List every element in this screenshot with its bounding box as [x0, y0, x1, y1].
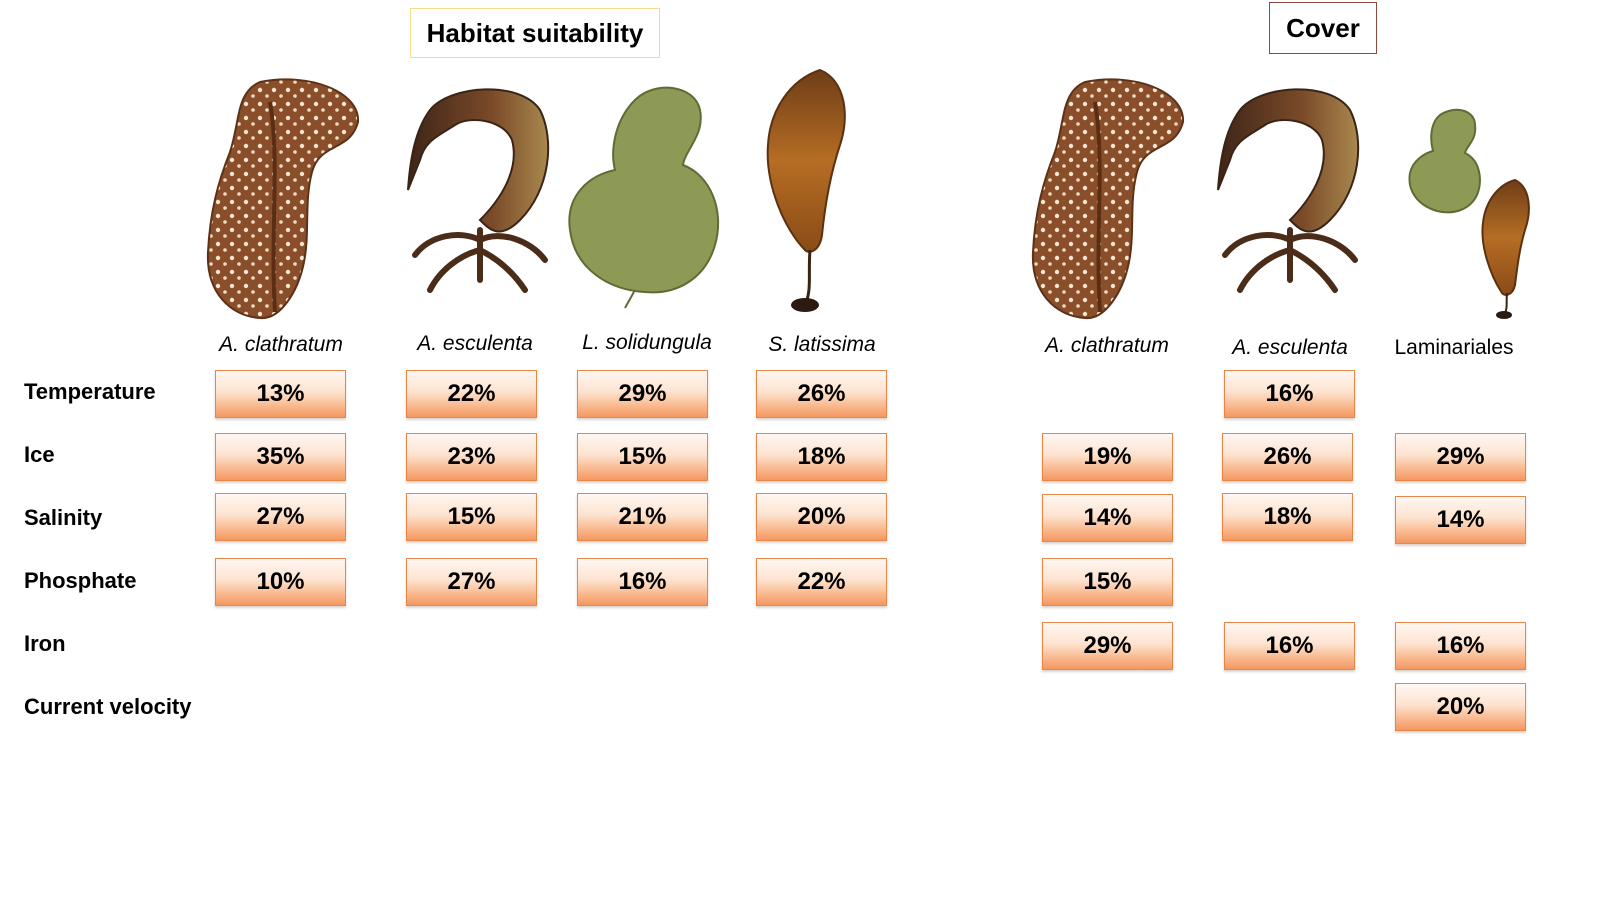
a-clathratum-image — [206, 78, 360, 320]
cover-value-salinity-a-esculenta: 18% — [1222, 493, 1353, 541]
cover-a-esculenta-image — [1217, 88, 1360, 293]
cover-value-ice-laminariales: 29% — [1395, 433, 1526, 481]
a-esculenta-image — [407, 88, 550, 293]
habitat-value-temperature-a-clathratum: 13% — [215, 370, 346, 418]
cover-species-label-a-esculenta: A. esculenta — [1232, 336, 1348, 359]
cover-value-current-velocity-laminariales: 20% — [1395, 683, 1526, 731]
habitat-value-ice-a-esculenta: 23% — [406, 433, 537, 481]
habitat-value-temperature-a-esculenta: 22% — [406, 370, 537, 418]
cover-value-ice-a-esculenta: 26% — [1222, 433, 1353, 481]
l-solidungula-image — [568, 86, 720, 309]
cover-value-salinity-laminariales: 14% — [1395, 496, 1526, 544]
habitat-value-phosphate-s-latissima: 22% — [756, 558, 887, 606]
row-label-current-velocity: Current velocity — [24, 694, 192, 719]
cover-value-iron-a-clathratum: 29% — [1042, 622, 1173, 670]
habitat-value-ice-l-solidungula: 15% — [577, 433, 708, 481]
cover-value-iron-a-esculenta: 16% — [1224, 622, 1355, 670]
cover-value-salinity-a-clathratum: 14% — [1042, 494, 1173, 542]
habitat-value-temperature-s-latissima: 26% — [756, 370, 887, 418]
habitat-value-temperature-l-solidungula: 29% — [577, 370, 708, 418]
species-label-a-esculenta: A. esculenta — [417, 332, 533, 355]
habitat-value-salinity-s-latissima: 20% — [756, 493, 887, 541]
habitat-value-salinity-l-solidungula: 21% — [577, 493, 708, 541]
species-label-l-solidungula: L. solidungula — [582, 331, 712, 354]
habitat-value-phosphate-a-esculenta: 27% — [406, 558, 537, 606]
habitat-suitability-title: Habitat suitability — [410, 8, 660, 58]
cover-a-clathratum-image — [1031, 78, 1185, 320]
cover-value-temperature-a-esculenta: 16% — [1224, 370, 1355, 418]
habitat-value-phosphate-a-clathratum: 10% — [215, 558, 346, 606]
habitat-value-salinity-a-clathratum: 27% — [215, 493, 346, 541]
s-latissima-image — [766, 68, 846, 312]
species-label-a-clathratum: A. clathratum — [219, 333, 343, 356]
laminariales-image — [1408, 108, 1530, 319]
row-label-phosphate: Phosphate — [24, 568, 137, 593]
cover-value-ice-a-clathratum: 19% — [1042, 433, 1173, 481]
cover-title: Cover — [1269, 2, 1377, 54]
species-label-s-latissima: S. latissima — [768, 333, 876, 356]
habitat-value-salinity-a-esculenta: 15% — [406, 493, 537, 541]
row-label-iron: Iron — [24, 631, 66, 656]
cover-value-phosphate-a-clathratum: 15% — [1042, 558, 1173, 606]
cover-species-label-a-clathratum: A. clathratum — [1045, 334, 1169, 357]
habitat-value-ice-a-clathratum: 35% — [215, 433, 346, 481]
cover-value-iron-laminariales: 16% — [1395, 622, 1526, 670]
row-label-ice: Ice — [24, 442, 55, 467]
cover-species-label-laminariales: Laminariales — [1394, 336, 1514, 359]
row-label-salinity: Salinity — [24, 505, 103, 530]
habitat-value-ice-s-latissima: 18% — [756, 433, 887, 481]
row-label-temperature: Temperature — [24, 379, 156, 404]
habitat-value-phosphate-l-solidungula: 16% — [577, 558, 708, 606]
